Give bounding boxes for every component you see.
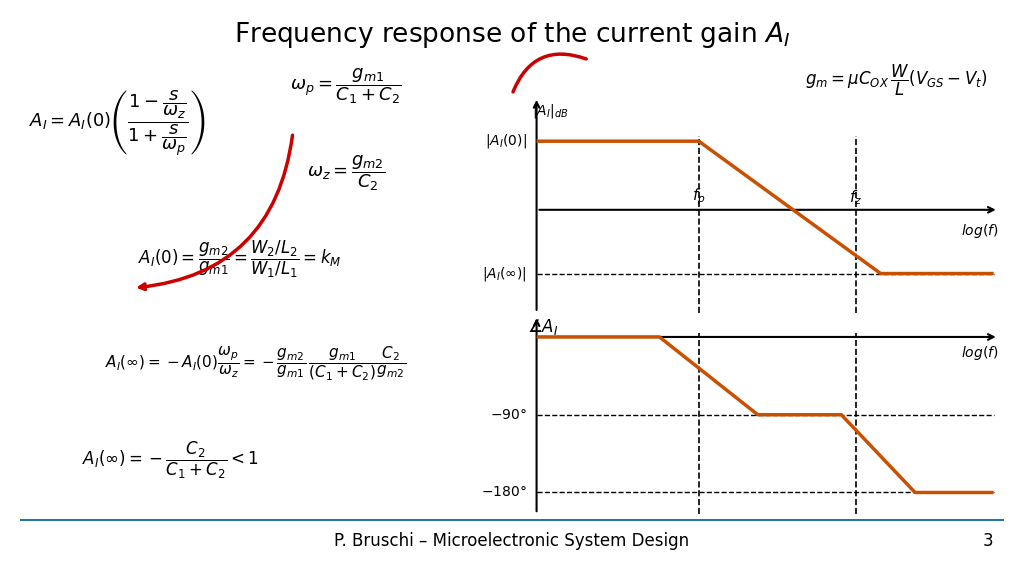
Text: $log(f)$: $log(f)$ xyxy=(961,222,998,240)
Text: 3: 3 xyxy=(983,532,993,551)
Text: $A_I\left(0\right)=\dfrac{g_{m2}}{g_{m1}}=\dfrac{W_2/L_2}{W_1/L_1}=k_M$: $A_I\left(0\right)=\dfrac{g_{m2}}{g_{m1}… xyxy=(138,238,341,280)
Text: $-90°$: $-90°$ xyxy=(489,408,526,422)
Text: Frequency response of the current gain $A_I$: Frequency response of the current gain $… xyxy=(233,20,791,50)
Text: $-180°$: $-180°$ xyxy=(481,486,526,499)
Text: $|A_I(\infty)|$: $|A_I(\infty)|$ xyxy=(482,264,526,283)
Text: $\angle A_I$: $\angle A_I$ xyxy=(526,317,558,336)
Text: $log(f)$: $log(f)$ xyxy=(961,344,998,362)
Text: $|A_I(0)|$: $|A_I(0)|$ xyxy=(484,132,526,150)
Text: $f_z$: $f_z$ xyxy=(850,189,862,207)
Text: $A_I = A_I(0)\left(\dfrac{1-\dfrac{s}{\omega_z}}{1+\dfrac{s}{\omega_p}}\right)$: $A_I = A_I(0)\left(\dfrac{1-\dfrac{s}{\o… xyxy=(29,89,206,159)
Text: $\omega_z = \dfrac{g_{m2}}{C_2}$: $\omega_z = \dfrac{g_{m2}}{C_2}$ xyxy=(307,153,385,192)
Text: P. Bruschi – Microelectronic System Design: P. Bruschi – Microelectronic System Desi… xyxy=(335,532,689,551)
Text: $|A_I|_{dB}$: $|A_I|_{dB}$ xyxy=(531,102,568,120)
Text: $\omega_p = \dfrac{g_{m1}}{C_1+C_2}$: $\omega_p = \dfrac{g_{m1}}{C_1+C_2}$ xyxy=(290,67,402,106)
Text: $A_I\left(\infty\right)=-A_I(0)\dfrac{\omega_p}{\omega_z}=-\dfrac{g_{m2}}{g_{m1}: $A_I\left(\infty\right)=-A_I(0)\dfrac{\o… xyxy=(105,344,407,382)
Text: $A_I\left(\infty\right)=-\dfrac{C_2}{C_1+C_2}<1$: $A_I\left(\infty\right)=-\dfrac{C_2}{C_1… xyxy=(82,440,259,482)
Text: $f_p$: $f_p$ xyxy=(692,187,706,207)
Text: $g_m = \mu C_{OX}\,\dfrac{W}{L}(V_{GS}-V_t)$: $g_m = \mu C_{OX}\,\dfrac{W}{L}(V_{GS}-V… xyxy=(805,63,987,98)
